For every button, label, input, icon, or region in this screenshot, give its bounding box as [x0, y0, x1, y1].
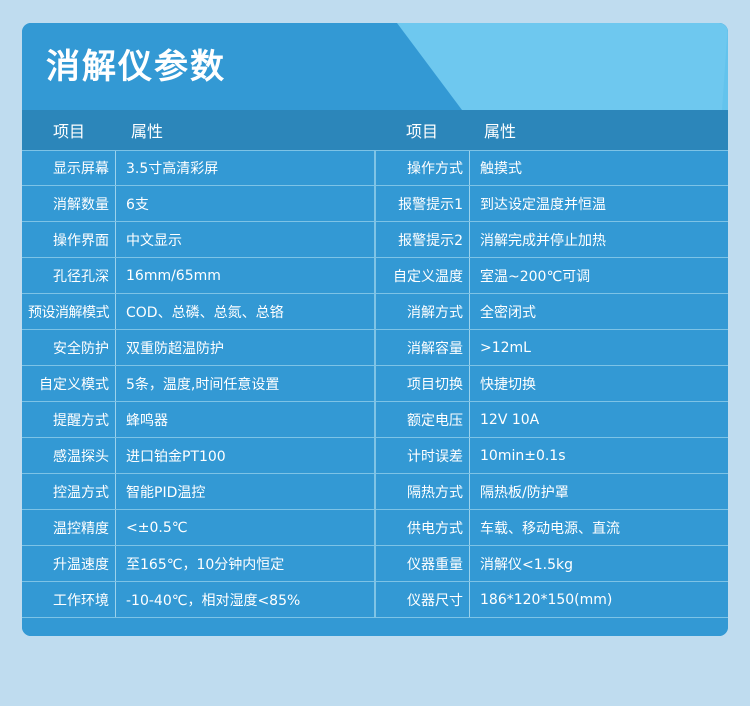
- table-row-key: 安全防护: [22, 330, 116, 365]
- table-row: 仪器尺寸 186*120*150(mm): [376, 582, 728, 618]
- table-row-value: 智能PID温控: [126, 484, 206, 501]
- table-row-key: 预设消解模式: [22, 294, 116, 329]
- column-header-left-value: 属性: [131, 122, 164, 141]
- table-row-value: 186*120*150(mm): [480, 591, 613, 608]
- table-row-key: 仪器重量: [376, 546, 470, 581]
- table-row-value: 蜂鸣器: [126, 412, 168, 429]
- table-row: 升温速度 至165℃，10分钟内恒定: [22, 546, 374, 582]
- table-row: 预设消解模式 COD、总磷、总氮、总铬: [22, 294, 374, 330]
- table-row-key: 控温方式: [22, 474, 116, 509]
- table-row: 消解数量 6支: [22, 186, 374, 222]
- table-row-key: 报警提示1: [376, 186, 470, 221]
- column-header-left-key: 项目: [52, 122, 85, 141]
- table-row-value: 6支: [126, 196, 149, 213]
- table-row: 自定义模式 5条，温度,时间任意设置: [22, 366, 374, 402]
- table-row-key: 提醒方式: [22, 402, 116, 437]
- column-header-right-key: 项目: [405, 122, 438, 141]
- table-row-key: 隔热方式: [376, 474, 470, 509]
- table-row-key: 消解容量: [376, 330, 470, 365]
- table-row: 安全防护 双重防超温防护: [22, 330, 374, 366]
- page-title: 消解仪参数: [46, 46, 226, 87]
- diagonal-accent-shape-secondary: [722, 23, 728, 110]
- table-row: 温控精度 <±0.5℃: [22, 510, 374, 546]
- table-bottom-filler: [22, 618, 728, 636]
- table-row-key: 计时误差: [376, 438, 470, 473]
- table-row: 报警提示1 到达设定温度并恒温: [376, 186, 728, 222]
- table-row-key: 孔径孔深: [22, 258, 116, 293]
- table-row: 额定电压 12V 10A: [376, 402, 728, 438]
- table-row-key: 自定义温度: [376, 258, 470, 293]
- table-row: 自定义温度 室温~200℃可调: [376, 258, 728, 294]
- spec-card: 消解仪参数 项目 属性 项目 属性 显示屏幕 3.5寸高清彩屏 消解数量 6支 操作界面…: [22, 23, 728, 636]
- table-row-key: 消解方式: [376, 294, 470, 329]
- table-row-value: 到达设定温度并恒温: [480, 196, 606, 213]
- column-header-right: 项目 属性: [375, 110, 728, 150]
- table-row-key: 感温探头: [22, 438, 116, 473]
- title-band: 消解仪参数: [22, 23, 728, 110]
- table-row: 隔热方式 隔热板/防护罩: [376, 474, 728, 510]
- table-row-key: 操作界面: [22, 222, 116, 257]
- table-row-value: 隔热板/防护罩: [480, 484, 569, 501]
- table-row: 消解容量 >12mL: [376, 330, 728, 366]
- table-row-value: <±0.5℃: [126, 519, 188, 536]
- table-row-value: 全密闭式: [480, 304, 536, 321]
- table-row: 提醒方式 蜂鸣器: [22, 402, 374, 438]
- table-row-key: 显示屏幕: [22, 151, 116, 185]
- table-row: 供电方式 车载、移动电源、直流: [376, 510, 728, 546]
- table-row-value: COD、总磷、总氮、总铬: [126, 304, 284, 321]
- spec-table-left-column: 显示屏幕 3.5寸高清彩屏 消解数量 6支 操作界面 中文显示 孔径孔深 16mm/65mm 预…: [22, 150, 375, 618]
- table-row-value: 快捷切换: [480, 376, 536, 393]
- table-row: 计时误差 10min±0.1s: [376, 438, 728, 474]
- table-row-value: 12V 10A: [480, 411, 540, 428]
- table-row-value: 室温~200℃可调: [480, 268, 591, 285]
- table-row-key: 报警提示2: [376, 222, 470, 257]
- table-row-key: 额定电压: [376, 402, 470, 437]
- table-row: 报警提示2 消解完成并停止加热: [376, 222, 728, 258]
- column-header-right-value: 属性: [484, 122, 517, 141]
- diagonal-accent-shape: [397, 23, 728, 110]
- table-row: 感温探头 进口铂金PT100: [22, 438, 374, 474]
- table-row: 工作环境 -10-40℃，相对湿度<85%: [22, 582, 374, 618]
- table-row-value: 3.5寸高清彩屏: [126, 161, 219, 177]
- table-row-key: 升温速度: [22, 546, 116, 581]
- spec-table-right-column: 操作方式 触摸式 报警提示1 到达设定温度并恒温 报警提示2 消解完成并停止加热 自定义温度…: [375, 150, 728, 618]
- table-row: 项目切换 快捷切换: [376, 366, 728, 402]
- table-row-key: 消解数量: [22, 186, 116, 221]
- table-row-key: 项目切换: [376, 366, 470, 401]
- column-header-band: 项目 属性 项目 属性: [22, 110, 728, 150]
- table-row-key: 自定义模式: [22, 366, 116, 401]
- table-row: 操作界面 中文显示: [22, 222, 374, 258]
- table-row: 控温方式 智能PID温控: [22, 474, 374, 510]
- table-row: 显示屏幕 3.5寸高清彩屏: [22, 150, 374, 186]
- table-row-value: 触摸式: [480, 161, 522, 177]
- table-row-value: 10min±0.1s: [480, 447, 566, 464]
- table-row-value: 消解完成并停止加热: [480, 232, 606, 249]
- column-header-left: 项目 属性: [22, 110, 375, 150]
- table-row: 孔径孔深 16mm/65mm: [22, 258, 374, 294]
- table-row: 消解方式 全密闭式: [376, 294, 728, 330]
- table-row-value: 16mm/65mm: [126, 267, 221, 284]
- table-row-key: 操作方式: [376, 151, 470, 185]
- table-row-value: 至165℃，10分钟内恒定: [126, 556, 285, 573]
- table-row: 操作方式 触摸式: [376, 150, 728, 186]
- spec-table: 显示屏幕 3.5寸高清彩屏 消解数量 6支 操作界面 中文显示 孔径孔深 16mm/65mm 预…: [22, 150, 728, 618]
- table-row-value: 中文显示: [126, 232, 182, 249]
- table-row: 仪器重量 消解仪<1.5kg: [376, 546, 728, 582]
- table-row-value: 车载、移动电源、直流: [480, 520, 620, 537]
- table-row-value: 5条，温度,时间任意设置: [126, 376, 280, 393]
- table-row-key: 供电方式: [376, 510, 470, 545]
- table-row-key: 仪器尺寸: [376, 582, 470, 617]
- table-row-key: 温控精度: [22, 510, 116, 545]
- table-row-value: 双重防超温防护: [126, 340, 224, 357]
- table-row-key: 工作环境: [22, 582, 116, 617]
- table-row-value: 消解仪<1.5kg: [480, 556, 573, 573]
- table-row-value: >12mL: [480, 339, 531, 356]
- table-row-value: 进口铂金PT100: [126, 448, 226, 465]
- table-row-value: -10-40℃，相对湿度<85%: [126, 592, 301, 609]
